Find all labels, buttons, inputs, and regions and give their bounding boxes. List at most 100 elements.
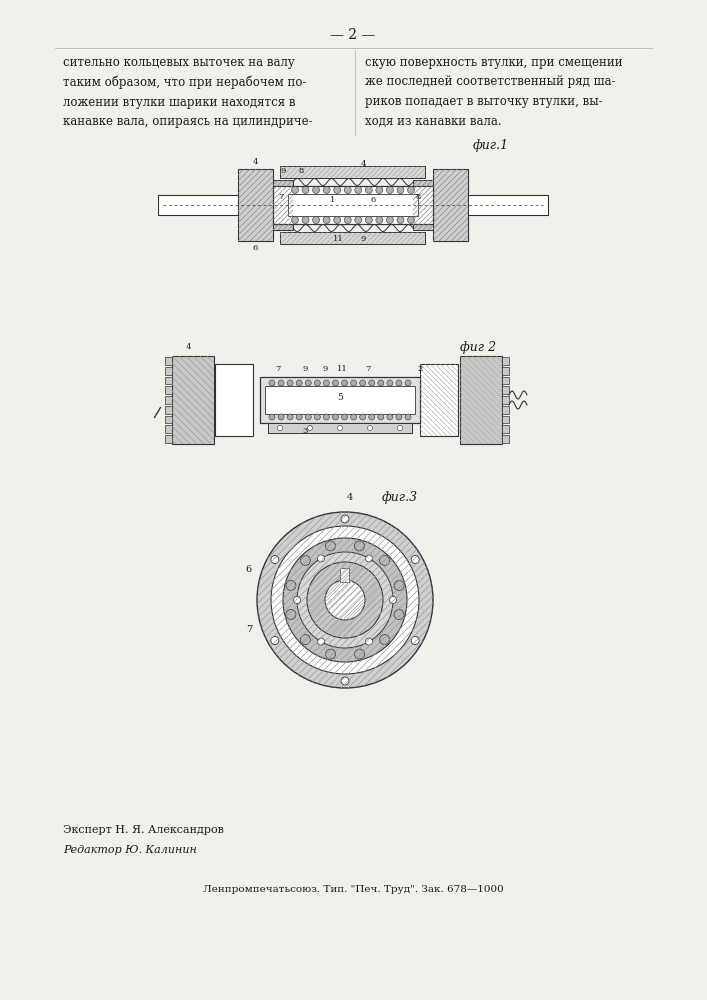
Text: 11: 11 [332,235,344,243]
Circle shape [405,414,411,420]
Circle shape [323,414,329,420]
Circle shape [378,414,384,420]
Text: 9: 9 [280,167,286,175]
Circle shape [366,555,373,562]
Text: 1: 1 [330,196,336,204]
Circle shape [341,414,348,420]
Text: Эксперт Н. Я. Александров: Эксперт Н. Я. Александров [63,825,224,835]
Bar [165,425,172,433]
Bar [165,435,172,443]
Circle shape [300,555,310,565]
Circle shape [411,637,419,645]
Circle shape [286,609,296,619]
Circle shape [257,512,433,688]
Circle shape [354,541,365,551]
Circle shape [315,414,320,420]
Circle shape [354,649,365,659]
Circle shape [366,217,373,224]
Circle shape [337,426,342,430]
Circle shape [380,635,390,645]
Text: фиг.3: фиг.3 [382,490,418,504]
Circle shape [334,217,341,224]
Circle shape [271,526,419,674]
Circle shape [325,649,336,659]
Circle shape [394,581,404,591]
Text: 5: 5 [337,393,343,402]
Bar [265,386,415,414]
Text: 8: 8 [415,193,421,201]
Circle shape [307,562,383,638]
Circle shape [287,380,293,386]
Text: 11: 11 [337,365,347,373]
Circle shape [387,380,393,386]
Circle shape [300,635,310,645]
Circle shape [411,556,419,564]
Circle shape [305,414,311,420]
Circle shape [334,186,341,194]
Circle shape [369,414,375,420]
Text: фиг.1: фиг.1 [473,138,509,151]
Circle shape [271,637,279,645]
Circle shape [369,380,375,386]
Bar [215,364,253,436]
Circle shape [344,217,351,224]
Circle shape [344,186,351,194]
Text: 9: 9 [361,235,366,243]
Bar [165,396,172,404]
Circle shape [351,414,356,420]
Circle shape [286,581,296,591]
Bar [158,195,308,215]
Circle shape [297,552,393,648]
Bar [165,377,172,384]
Bar [260,377,420,423]
Bar [341,568,349,582]
Circle shape [355,186,362,194]
Circle shape [360,414,366,420]
Bar [502,377,509,384]
Circle shape [325,580,365,620]
Bar [420,364,458,436]
Text: Редактор Ю. Калинин: Редактор Ю. Калинин [63,845,197,855]
Bar [165,367,172,375]
Text: Ленпромпечатьсоюз. Тип. "Печ. Труд". Зак. 678—1000: Ленпромпечатьсоюз. Тип. "Печ. Труд". Зак… [203,885,503,894]
Circle shape [341,380,348,386]
Text: — 2 —: — 2 — [330,28,375,42]
Circle shape [287,414,293,420]
Bar [502,357,509,365]
Circle shape [397,217,404,224]
Circle shape [302,217,309,224]
Text: 6: 6 [370,196,375,204]
Circle shape [376,217,383,224]
Circle shape [308,426,312,430]
Bar [238,169,273,241]
Text: 4: 4 [185,343,191,351]
Bar [502,435,509,443]
Bar [273,186,433,224]
Circle shape [387,186,393,194]
Bar [165,416,172,423]
Bar [165,386,172,394]
Circle shape [278,426,283,430]
Bar [502,416,509,423]
Circle shape [341,515,349,523]
Circle shape [366,186,373,194]
Text: 8: 8 [298,167,304,175]
Circle shape [376,186,383,194]
Bar [281,166,426,178]
Circle shape [293,596,300,603]
Circle shape [291,217,298,224]
Circle shape [305,380,311,386]
Bar [165,357,172,365]
Bar [165,406,172,414]
Circle shape [407,186,414,194]
Bar [281,232,426,244]
Circle shape [380,555,390,565]
Text: 2: 2 [417,365,423,373]
Text: фиг 2: фиг 2 [460,342,496,355]
Circle shape [407,217,414,224]
Circle shape [323,380,329,386]
Circle shape [405,380,411,386]
Circle shape [291,186,298,194]
Bar [502,396,509,404]
Circle shape [278,414,284,420]
